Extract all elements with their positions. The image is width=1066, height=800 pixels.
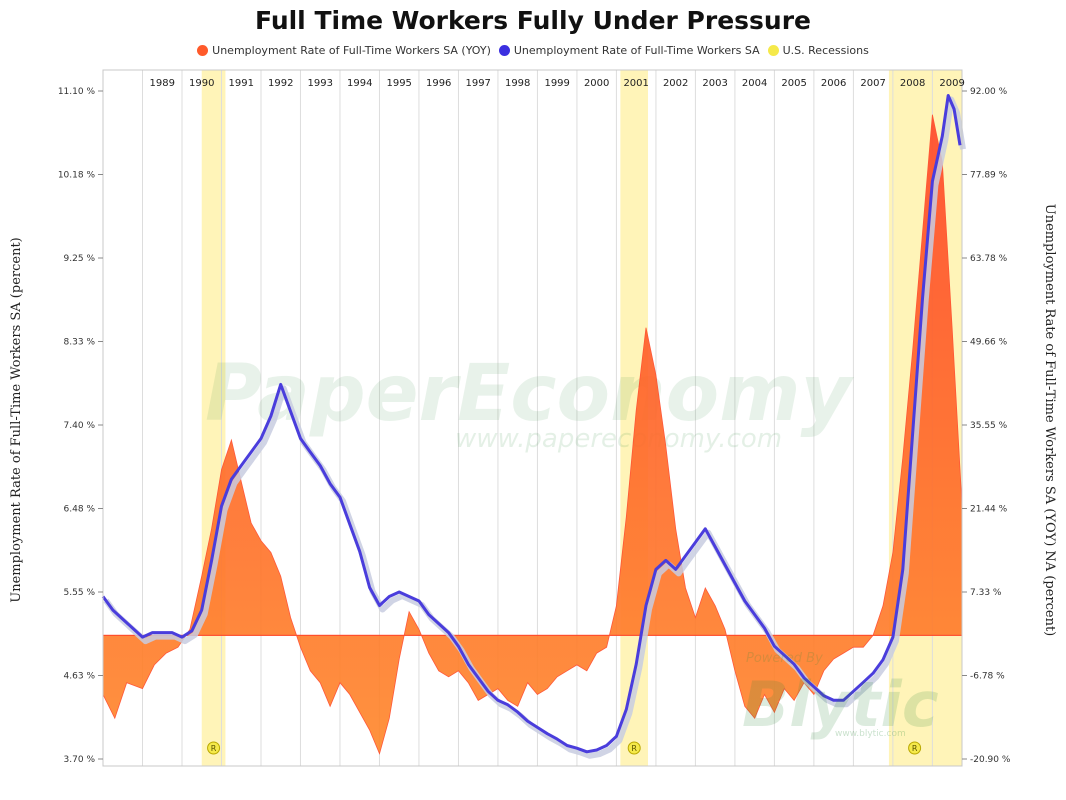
recession-marker-label-1: R: [631, 744, 637, 753]
level-line-shadow: [103, 96, 966, 759]
x-tick-label-1992: 1992: [268, 78, 293, 89]
x-tick-label-1994: 1994: [347, 78, 372, 89]
watermark-brand-url: www.blytic.com: [835, 729, 906, 739]
x-tick-label-1999: 1999: [544, 78, 569, 89]
y-left-tick-label-4: 7.40 %: [64, 421, 96, 431]
y-left-tick-label-3: 6.48 %: [64, 505, 96, 515]
x-tick-label-1996: 1996: [426, 78, 451, 89]
x-tick-label-2002: 2002: [663, 78, 688, 89]
legend-swatch-yoy-icon: [197, 45, 209, 56]
yoy-area-path: [102, 114, 963, 755]
legend-entry-level[interactable]: Unemployment Rate of Full-Time Workers S…: [498, 44, 760, 57]
plot-frame: [102, 69, 963, 767]
y-left-tick-label-5: 8.33 %: [64, 338, 96, 348]
recession-marker-0: [207, 741, 221, 755]
x-tick-label-2000: 2000: [584, 78, 609, 89]
level-line-series: [101, 94, 966, 759]
watermark-powered: Powered By: [746, 651, 823, 666]
y-right-tick-label-2: 7.33 %: [970, 588, 1002, 598]
y-axis-left-title: Unemployment Rate of Full-Time Workers S…: [9, 237, 24, 603]
x-tick-label-2008: 2008: [900, 78, 925, 89]
watermark-brand-name: Blytic: [742, 668, 939, 741]
x-tick-label-2004: 2004: [742, 78, 767, 89]
y-right-tick-label-4: 35.55 %: [970, 421, 1008, 431]
y-left-tick-label-1: 4.63 %: [64, 672, 96, 682]
x-tick-label-1997: 1997: [465, 78, 490, 89]
legend: Unemployment Rate of Full-Time Workers S…: [0, 44, 1066, 57]
x-tick-label-2001: 2001: [623, 78, 648, 89]
watermark-main: PaperEconomy: [205, 349, 855, 439]
y-left-tick-label-8: 11.10 %: [58, 87, 96, 97]
recession-marker-label-2: R: [912, 744, 918, 753]
watermark: PaperEconomy www.papereconomy.com: [205, 349, 855, 454]
level-line-path: [101, 94, 962, 754]
recession-marker-label-0: R: [211, 744, 217, 753]
legend-entry-yoy[interactable]: Unemployment Rate of Full-Time Workers S…: [197, 44, 491, 57]
y-right-tick-label-5: 49.66 %: [970, 338, 1008, 348]
x-tick-label-2005: 2005: [781, 78, 806, 89]
watermark-url: www.papereconomy.com: [455, 424, 782, 454]
y-right-tick-label-8: 92.00 %: [970, 87, 1008, 97]
legend-swatch-level-icon: [498, 45, 510, 56]
y-left-tick-label-6: 9.25 %: [64, 254, 96, 264]
x-tick-label-1990: 1990: [189, 78, 214, 89]
x-tick-label-1998: 1998: [505, 78, 530, 89]
y-right-tick-label-1: -6.78 %: [970, 672, 1005, 682]
watermark-brand: Powered By Blytic www.blytic.com: [742, 651, 939, 741]
y-axis-right-ticks: -20.90 % -6.78 % 7.33 % 21.44 % 35.55 % 49.66…: [962, 87, 1011, 765]
legend-label-level: Unemployment Rate of Full-Time Workers S…: [513, 44, 760, 57]
y-right-tick-label-0: -20.90 %: [970, 755, 1011, 765]
chart-title: Full Time Workers Fully Under Pressure: [254, 6, 812, 35]
recession-marker-2: [908, 741, 922, 755]
y-right-tick-label-6: 63.78 %: [970, 254, 1008, 264]
legend-label-recessions: U.S. Recessions: [782, 44, 869, 57]
x-tick-label-1995: 1995: [386, 78, 411, 89]
legend-entry-recessions[interactable]: U.S. Recessions: [767, 44, 869, 57]
y-left-tick-label-0: 3.70 %: [64, 755, 96, 765]
y-left-tick-label-7: 10.18 %: [58, 171, 96, 181]
x-axis-ticks: 1989 1990 1991 1992 1993 1994 1995 1996 1997 1998…: [150, 78, 965, 89]
x-tick-label-1989: 1989: [150, 78, 175, 89]
x-tick-label-1991: 1991: [229, 78, 254, 89]
y-right-tick-label-3: 21.44 %: [970, 505, 1008, 515]
y-axis-right-title: Unemployment Rate of Full-Time Workers S…: [1042, 204, 1057, 637]
recession-marker-1: [627, 741, 641, 755]
y-axis-left-ticks: 3.70 % 4.63 % 5.55 % 6.48 % 7.40 % 8.33 % 9.25…: [58, 87, 103, 765]
y-right-tick-label-7: 77.89 %: [970, 171, 1008, 181]
y-left-tick-label-2: 5.55 %: [64, 588, 96, 598]
yoy-area-series: [102, 114, 963, 755]
x-tick-label-2009: 2009: [939, 78, 964, 89]
x-tick-label-2007: 2007: [860, 78, 885, 89]
x-tick-label-2003: 2003: [702, 78, 727, 89]
legend-swatch-recession-icon: [767, 45, 779, 56]
legend-label-yoy: Unemployment Rate of Full-Time Workers S…: [212, 44, 491, 57]
x-tick-label-2006: 2006: [821, 78, 846, 89]
x-tick-label-1993: 1993: [307, 78, 332, 89]
plot-border: [102, 69, 963, 767]
